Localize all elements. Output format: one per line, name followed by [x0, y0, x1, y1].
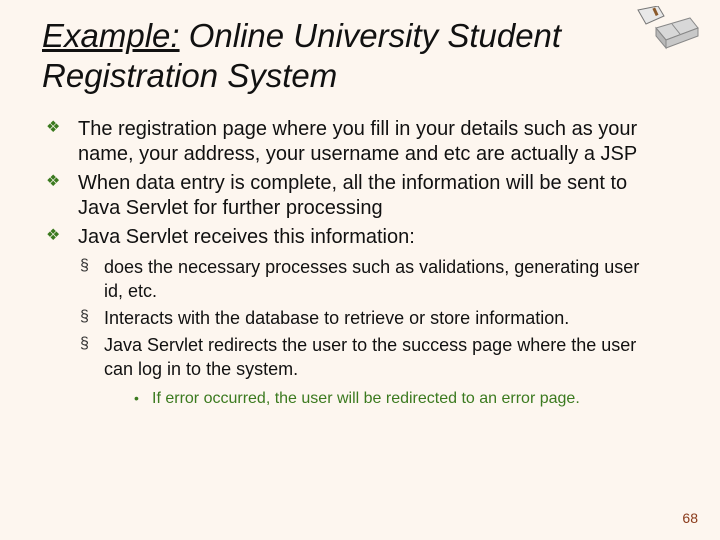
sub-bullet-text: Java Servlet redirects the user to the s…	[104, 335, 636, 378]
sub-bullet-text: Interacts with the database to retrieve …	[104, 308, 569, 328]
bullet-list: The registration page where you fill in …	[42, 117, 660, 250]
note-bullet-list: If error occurred, the user will be redi…	[130, 389, 660, 410]
brick-trowel-icon	[632, 6, 702, 51]
page-number: 68	[682, 510, 698, 526]
sub-bullet-list: does the necessary processes such as val…	[78, 256, 660, 410]
sub-bullet-item: Java Servlet redirects the user to the s…	[78, 334, 660, 410]
bullet-text: When data entry is complete, all the inf…	[78, 172, 627, 219]
slide-title: Example: Online University Student Regis…	[0, 0, 720, 95]
sub-bullet-item: Interacts with the database to retrieve …	[78, 307, 660, 330]
bullet-item: The registration page where you fill in …	[42, 117, 660, 167]
title-underlined: Example:	[42, 17, 180, 54]
bullet-text: The registration page where you fill in …	[78, 118, 637, 165]
slide-content: The registration page where you fill in …	[0, 95, 720, 410]
sub-bullet-text: does the necessary processes such as val…	[104, 257, 639, 300]
bullet-text: Java Servlet receives this information:	[78, 226, 415, 248]
note-bullet-text: If error occurred, the user will be redi…	[152, 390, 580, 407]
bullet-item: When data entry is complete, all the inf…	[42, 171, 660, 221]
note-bullet-item: If error occurred, the user will be redi…	[130, 389, 660, 410]
bullet-item: Java Servlet receives this information:	[42, 225, 660, 250]
sub-bullet-item: does the necessary processes such as val…	[78, 256, 660, 303]
